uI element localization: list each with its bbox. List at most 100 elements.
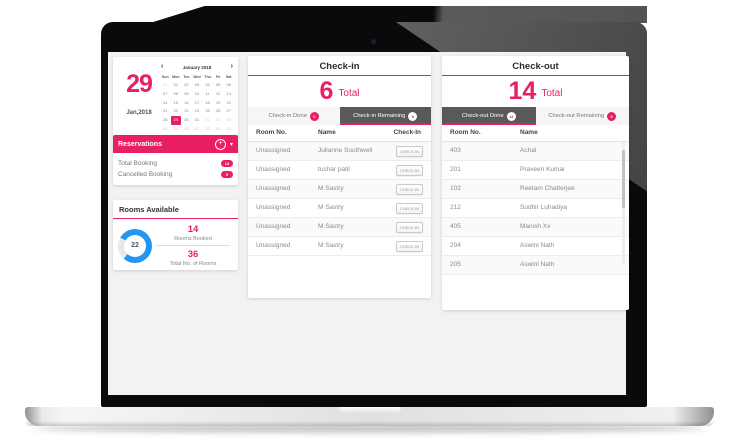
checkout-scrollbar-thumb[interactable] (622, 150, 625, 208)
room-cell: Unassigned (256, 185, 291, 192)
count-badge: 0 (221, 171, 233, 178)
checkout-scrollbar-track (622, 142, 625, 264)
calendar-day[interactable]: 20 (226, 99, 231, 105)
room-cell: 212 (450, 204, 461, 211)
name-cell: Manish Xx (520, 223, 551, 230)
calendar-day[interactable]: 06 (184, 125, 189, 131)
calendar-day[interactable]: 07 (194, 125, 200, 131)
laptop-notch (338, 407, 401, 415)
checkin-table-body: Unassigned Julianne Southwell CHECK IN Unas… (248, 142, 431, 256)
calendar-day[interactable]: 10 (226, 125, 231, 131)
total-rooms-value: 36 (187, 249, 199, 260)
checkout-total-label: Total (541, 88, 563, 99)
calendar-day[interactable]: 02 (215, 117, 221, 123)
check-in-button[interactable]: CHECK IN (395, 184, 423, 195)
room-cell: Unassigned (256, 166, 291, 173)
column-header-name: Name (520, 129, 538, 136)
calendar-day[interactable]: 04 (205, 82, 210, 87)
calendar-day[interactable]: 08 (205, 125, 210, 131)
checkin-panel: Check-in 6 Total Check-in Done 0 Check-in … (248, 56, 431, 298)
calendar-day[interactable]: 09 (184, 90, 189, 96)
room-cell: 403 (450, 147, 461, 154)
check-in-button[interactable]: CHECK IN (395, 146, 423, 157)
name-cell: Sudhir Luhadiya (520, 204, 567, 211)
calendar-day[interactable]: 22 (173, 108, 179, 114)
calendar-day[interactable]: 29 (170, 116, 182, 125)
calendar-next-icon[interactable]: › (230, 63, 233, 70)
reservation-row: Total Booking 14 (118, 158, 233, 169)
calendar-day[interactable]: 10 (194, 90, 200, 96)
count-badge: 14 (221, 160, 233, 167)
column-header-checkin: Check-In (393, 129, 421, 136)
checkin-tabs: Check-in Done 0 Check-in Remaining 6 (248, 107, 431, 125)
calendar-card: 29 Jan,2018 ‹ January 2018 › Sun Mon Tue We… (113, 57, 238, 137)
calendar-day[interactable]: 15 (173, 99, 179, 105)
table-row: Unassigned M Sastry CHECK IN (248, 199, 431, 218)
calendar-day[interactable]: 12 (215, 90, 221, 96)
calendar-day[interactable]: 31 (194, 117, 200, 123)
column-header-room: Room No. (450, 129, 481, 136)
name-cell: Praveen Kumar (520, 166, 566, 173)
checkin-title: Check-in (248, 56, 431, 76)
calendar-day[interactable]: 28 (163, 117, 168, 123)
add-reservation-icon[interactable]: + (214, 138, 226, 150)
reservation-row: Cancelled Booking 0 (118, 169, 233, 180)
chevron-down-icon[interactable]: ▾ (229, 141, 233, 148)
calendar-day[interactable]: 21 (163, 108, 168, 114)
calendar-prev-icon[interactable]: ‹ (161, 63, 164, 70)
check-in-button[interactable]: CHECK IN (395, 241, 423, 252)
calendar-day[interactable]: 18 (205, 99, 210, 105)
calendar-day-header: Sat (225, 75, 232, 79)
table-row: Unassigned M Sastry CHECK IN (248, 237, 431, 256)
check-in-button[interactable]: CHECK IN (395, 222, 423, 233)
calendar-day[interactable]: 09 (215, 125, 221, 131)
calendar-day[interactable]: 31 (163, 82, 168, 87)
calendar-day[interactable]: 11 (205, 90, 210, 96)
checkout-total-number: 14 (508, 77, 537, 105)
calendar-day[interactable]: 17 (194, 99, 200, 105)
calendar-day[interactable]: 26 (215, 108, 221, 114)
checkout-total: 14 Total (442, 76, 629, 107)
calendar-day[interactable]: 03 (226, 117, 231, 123)
calendar-day[interactable]: 27 (226, 108, 231, 114)
calendar-day-header: Sun (161, 75, 169, 79)
calendar-day[interactable]: 05 (173, 125, 179, 131)
calendar-day[interactable]: 25 (205, 108, 210, 114)
room-cell: 102 (450, 185, 461, 192)
calendar-day[interactable]: 05 (215, 82, 221, 87)
table-row: 403 Achal (442, 142, 629, 161)
reservations-card: Reservations + ▾ Total Booking 14 Cancelle… (113, 135, 238, 185)
calendar-day[interactable]: 08 (173, 90, 179, 96)
tab-label: Check-in Remaining (353, 113, 406, 119)
calendar-day-header: Fri (215, 75, 221, 79)
room-cell: Unassigned (256, 147, 291, 154)
total-rooms-label: Total No. of Rooms (169, 261, 217, 267)
checkout-tab[interactable]: Check-out Done 14 (442, 107, 536, 125)
checkin-tab[interactable]: Check-in Remaining 6 (339, 107, 431, 125)
checkout-table-header: Room No. Name (442, 125, 629, 142)
calendar-day[interactable]: 03 (194, 82, 200, 87)
checkout-tab[interactable]: Check-out Remaining 0 (535, 107, 629, 125)
reservation-label: Cancelled Booking (118, 171, 173, 178)
calendar-day[interactable]: 24 (194, 108, 200, 114)
calendar-day[interactable]: 04 (163, 125, 168, 131)
calendar-day[interactable]: 14 (163, 99, 168, 105)
room-cell: Unassigned (256, 242, 291, 249)
checkin-tab[interactable]: Check-in Done 0 (248, 107, 340, 125)
calendar-day[interactable]: 01 (205, 117, 210, 123)
check-in-button[interactable]: CHECK IN (395, 165, 423, 176)
calendar-day[interactable]: 02 (184, 82, 189, 87)
calendar-day[interactable]: 07 (163, 90, 168, 96)
calendar-day[interactable]: 13 (226, 90, 231, 96)
tab-count-badge: 0 (309, 111, 319, 121)
calendar-day[interactable]: 06 (226, 82, 231, 87)
calendar-day[interactable]: 23 (184, 108, 189, 114)
calendar-day[interactable]: 30 (184, 117, 189, 123)
table-row: 102 Reetam Chatterjee (442, 180, 629, 199)
calendar-day[interactable]: 16 (184, 99, 189, 105)
calendar-day[interactable]: 01 (173, 82, 179, 87)
check-in-button[interactable]: CHECK IN (395, 203, 423, 214)
table-row: 405 Manish Xx (442, 218, 629, 237)
calendar-day[interactable]: 19 (215, 99, 221, 105)
name-cell: M Sastry (318, 223, 344, 230)
